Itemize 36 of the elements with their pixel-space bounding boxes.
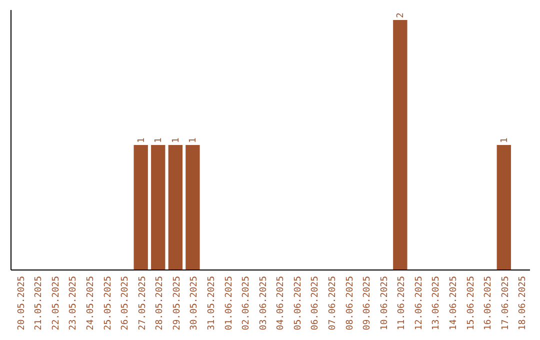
x-tick-label: 16.06.2025 xyxy=(484,276,494,330)
x-tick-label: 24.05.2025 xyxy=(86,276,96,330)
x-tick-label: 29.05.2025 xyxy=(172,276,182,330)
x-tick-label: 11.06.2025 xyxy=(397,276,408,330)
x-tick-label: 21.05.2025 xyxy=(34,276,44,330)
x-tick-label: 23.05.2025 xyxy=(68,276,79,330)
x-tick-label: 26.05.2025 xyxy=(120,276,131,330)
data-label: 1 xyxy=(136,138,147,143)
x-tick-label: 04.06.2025 xyxy=(276,276,286,330)
x-tick-label: 06.06.2025 xyxy=(310,276,321,330)
x-tick-label: 07.06.2025 xyxy=(328,276,338,330)
x-tick-label: 18.06.2025 xyxy=(518,276,528,330)
x-tick-label: 12.06.2025 xyxy=(414,276,424,330)
x-tick-label: 09.06.2025 xyxy=(362,276,373,330)
x-tick-label: 27.05.2025 xyxy=(138,276,148,330)
x-tick-label: 01.06.2025 xyxy=(224,276,234,330)
x-tick-label: 13.06.2025 xyxy=(432,276,442,330)
data-label: 1 xyxy=(171,138,182,143)
x-tick-label: 10.06.2025 xyxy=(380,276,390,330)
x-tick-label: 02.06.2025 xyxy=(242,276,252,330)
x-tick-label: 08.06.2025 xyxy=(345,276,356,330)
x-tick-label: 17.06.2025 xyxy=(500,276,511,330)
x-tick-label: 30.05.2025 xyxy=(190,276,200,330)
x-tick-label: 14.06.2025 xyxy=(449,276,460,330)
x-tick-label: 03.06.2025 xyxy=(258,276,269,330)
x-tick-label: 28.05.2025 xyxy=(155,276,166,330)
x-tick-label: 31.05.2025 xyxy=(206,276,217,330)
data-label: 2 xyxy=(396,12,406,18)
data-label: 1 xyxy=(500,138,510,143)
x-tick-label: 22.05.2025 xyxy=(51,276,62,330)
data-label: 1 xyxy=(188,138,199,143)
x-tick-label: 05.06.2025 xyxy=(293,276,304,330)
data-label: 1 xyxy=(154,138,164,143)
x-tick-label: 15.06.2025 xyxy=(466,276,476,330)
x-tick-label: 25.05.2025 xyxy=(103,276,114,330)
x-tick-label: 20.05.2025 xyxy=(16,276,27,330)
